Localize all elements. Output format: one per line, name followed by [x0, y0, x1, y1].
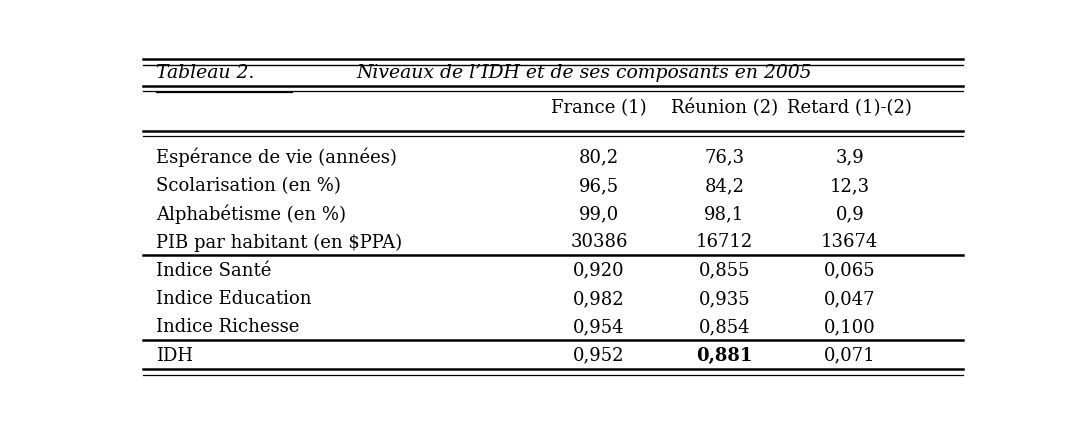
Text: 76,3: 76,3	[705, 148, 745, 166]
Text: 0,935: 0,935	[698, 290, 750, 308]
Text: 0,854: 0,854	[699, 318, 750, 336]
Text: Indice Santé: Indice Santé	[155, 262, 271, 280]
Text: 16712: 16712	[696, 233, 753, 251]
Text: 3,9: 3,9	[835, 148, 864, 166]
Text: 12,3: 12,3	[830, 177, 870, 195]
Text: 0,855: 0,855	[699, 262, 750, 280]
Text: 0,100: 0,100	[824, 318, 876, 336]
Text: 0,954: 0,954	[573, 318, 625, 336]
Text: Scolarisation (en %): Scolarisation (en %)	[155, 177, 341, 195]
Text: 0,982: 0,982	[573, 290, 625, 308]
Text: 99,0: 99,0	[578, 205, 619, 223]
Text: Retard (1)-(2): Retard (1)-(2)	[788, 99, 912, 117]
Text: 0,881: 0,881	[696, 347, 752, 365]
Text: France (1): France (1)	[551, 99, 646, 117]
Text: Espérance de vie (années): Espérance de vie (années)	[155, 148, 397, 167]
Text: 0,071: 0,071	[824, 347, 876, 365]
Text: 13674: 13674	[821, 233, 878, 251]
Text: 96,5: 96,5	[579, 177, 619, 195]
Text: 84,2: 84,2	[705, 177, 745, 195]
Text: PIB par habitant (en $PPA): PIB par habitant (en $PPA)	[155, 233, 401, 252]
Text: 80,2: 80,2	[579, 148, 619, 166]
Text: 0,952: 0,952	[573, 347, 625, 365]
Text: 30386: 30386	[570, 233, 628, 251]
Text: 98,1: 98,1	[705, 205, 745, 223]
Text: 0,920: 0,920	[573, 262, 625, 280]
Text: Tableau 2.: Tableau 2.	[155, 64, 255, 82]
Text: Réunion (2): Réunion (2)	[671, 98, 778, 117]
Text: 0,065: 0,065	[824, 262, 876, 280]
Text: 0,9: 0,9	[835, 205, 864, 223]
Text: Indice Richesse: Indice Richesse	[155, 318, 299, 336]
Text: 0,047: 0,047	[824, 290, 875, 308]
Text: Niveaux de l’IDH et de ses composants en 2005: Niveaux de l’IDH et de ses composants en…	[356, 64, 812, 82]
Text: IDH: IDH	[155, 347, 193, 365]
Text: Alphabétisme (en %): Alphabétisme (en %)	[155, 205, 345, 224]
Text: Indice Education: Indice Education	[155, 290, 311, 308]
